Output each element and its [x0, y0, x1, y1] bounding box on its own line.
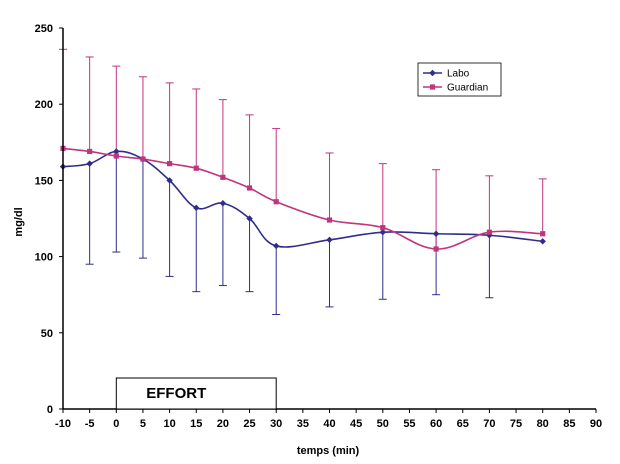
series-line-labo	[62, 150, 543, 248]
axis-ticks: 0 50 100 150 200 250 -10 -5 0 5 10 15 20 25 30 35 40 45 50…	[35, 23, 602, 430]
x-tick-label: 60	[430, 418, 442, 430]
x-axis-title: temps (min)	[297, 445, 360, 457]
data-point-guardian	[140, 156, 146, 162]
x-tick-label: 40	[323, 418, 335, 430]
x-tick-label: -5	[85, 418, 95, 430]
data-point-guardian	[486, 229, 492, 235]
data-point-guardian	[87, 148, 93, 155]
data-point-guardian	[193, 165, 199, 171]
y-tick-label: 100	[35, 252, 53, 264]
series-lines	[62, 147, 543, 250]
x-tick-label: 85	[563, 418, 575, 430]
data-point-guardian	[380, 225, 386, 231]
data-point-labo	[432, 230, 440, 237]
data-point-guardian	[246, 185, 253, 191]
y-tick-label: 200	[35, 99, 53, 111]
x-tick-label: -10	[55, 418, 71, 430]
data-point-labo	[273, 242, 280, 250]
x-tick-label: 55	[403, 418, 415, 430]
data-point-labo	[166, 177, 173, 184]
y-axis-title: mg/dl	[13, 207, 25, 236]
data-point-guardian	[540, 231, 546, 237]
data-point-labo	[219, 200, 227, 207]
x-tick-label: 0	[113, 418, 119, 430]
y-tick-label: 50	[41, 328, 53, 340]
x-tick-label: 30	[270, 418, 282, 430]
x-tick-label: 10	[163, 418, 175, 430]
data-point-labo	[539, 238, 546, 245]
effort-annotation: EFFORT	[115, 377, 277, 410]
x-tick-label: 15	[190, 418, 202, 430]
data-point-guardian	[273, 199, 279, 205]
x-tick-label: 70	[483, 418, 495, 430]
data-point-labo	[86, 160, 93, 167]
data-point-guardian	[220, 174, 226, 180]
legend-label-labo: Labo	[447, 69, 470, 80]
data-point-guardian	[433, 246, 439, 252]
data-point-guardian	[326, 217, 333, 223]
legend-marker-guardian	[429, 84, 436, 90]
x-tick-label: 80	[537, 418, 549, 430]
series-markers	[59, 145, 546, 252]
x-tick-label: 45	[350, 418, 362, 430]
x-tick-label: 35	[297, 418, 309, 430]
legend-label-guardian: Guardian	[447, 83, 488, 94]
legend: Labo Guardian	[417, 62, 502, 97]
x-tick-label: 65	[457, 418, 469, 430]
x-tick-label: 50	[377, 418, 389, 430]
x-tick-label: 5	[140, 418, 146, 430]
effort-box	[115, 377, 277, 410]
legend-box	[417, 62, 502, 97]
x-tick-label: 25	[243, 418, 255, 430]
y-tick-label: 250	[35, 23, 53, 35]
data-point-labo	[326, 236, 333, 244]
data-point-guardian	[167, 161, 173, 167]
legend-marker-labo	[429, 69, 436, 77]
y-tick-label: 0	[47, 404, 53, 416]
data-point-labo	[113, 148, 120, 155]
data-point-labo	[379, 229, 386, 236]
effort-label: EFFORT	[146, 385, 206, 402]
data-point-labo	[246, 215, 253, 222]
x-tick-label: 90	[590, 418, 602, 430]
data-point-guardian	[113, 153, 119, 159]
y-tick-label: 150	[35, 175, 53, 187]
x-tick-label: 75	[510, 418, 522, 430]
axis-titles: temps (min) mg/dl	[13, 207, 360, 457]
x-tick-label: 20	[217, 418, 229, 430]
data-point-labo	[193, 204, 200, 212]
